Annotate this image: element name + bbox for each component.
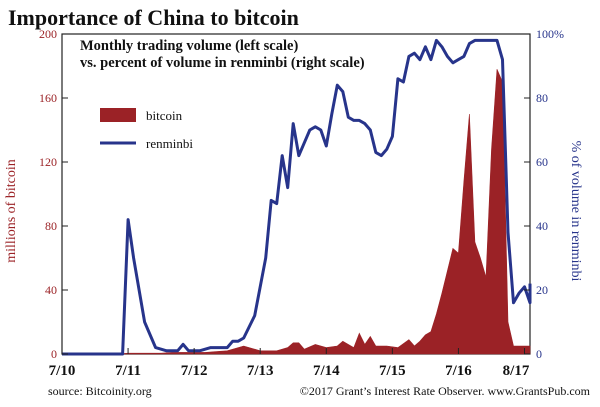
x-axis-tick-label: 7/15 <box>379 363 406 379</box>
chart-title: Importance of China to bitcoin <box>8 5 299 30</box>
left-axis-label: millions of bitcoin <box>4 159 19 263</box>
x-axis-tick-label: 8/17 <box>503 363 530 379</box>
renminbi-line <box>62 38 532 356</box>
left-axis-tick-label: 80 <box>45 219 57 233</box>
left-axis-tick-label: 120 <box>39 155 57 169</box>
left-axis-tick-label: 200 <box>39 27 57 41</box>
right-axis-tick-label: 100% <box>536 27 564 41</box>
right-axis-tick-label: 80 <box>536 91 548 105</box>
right-axis-label: % of volume in renminbi <box>568 140 583 282</box>
chart-subtitle: Monthly trading volume (left scale) vs. … <box>80 38 365 72</box>
source-note: source: Bitcoinity.org <box>48 384 152 398</box>
x-axis-tick-label: 7/13 <box>247 363 274 379</box>
credit-note: ©2017 Grant’s Interest Rate Observer. ww… <box>299 384 590 398</box>
right-axis-tick-label: 20 <box>536 283 548 297</box>
subtitle-line-2: vs. percent of volume in renminbi (right… <box>80 55 365 71</box>
x-axis-tick-label: 7/16 <box>445 363 472 379</box>
right-axis-tick-label: 60 <box>536 155 548 169</box>
legend-swatch-bitcoin <box>100 108 136 122</box>
bitcoin-area <box>62 69 531 355</box>
right-axis-tick-label: 40 <box>536 219 548 233</box>
x-axis-tick-label: 7/10 <box>49 363 76 379</box>
legend-label-bitcoin: bitcoin <box>146 108 183 123</box>
left-axis-tick-label: 160 <box>39 91 57 105</box>
right-axis-tick-label: 0 <box>536 347 542 361</box>
left-axis-tick-label: 40 <box>45 283 57 297</box>
x-axis-tick-label: 7/11 <box>115 363 141 379</box>
subtitle-line-1: Monthly trading volume (left scale) <box>80 38 299 54</box>
x-axis-tick-label: 7/14 <box>313 363 340 379</box>
left-axis-tick-label: 0 <box>51 347 57 361</box>
legend-label-renminbi: renminbi <box>146 136 193 151</box>
x-axis-tick-label: 7/12 <box>181 363 208 379</box>
